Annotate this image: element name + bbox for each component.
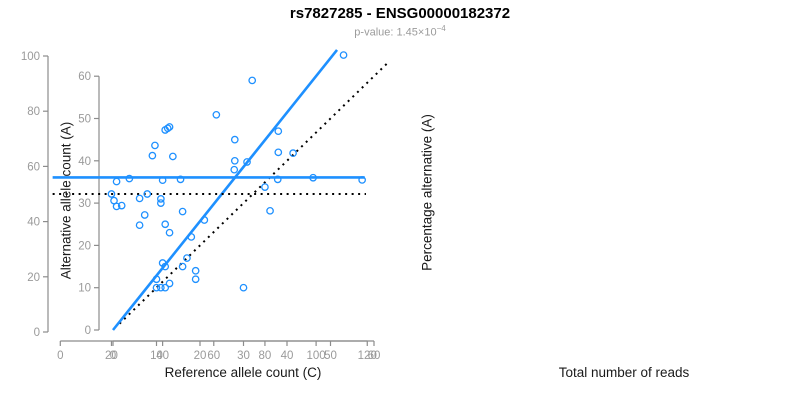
data-point bbox=[151, 141, 159, 150]
y-tick-label: 100 bbox=[21, 51, 40, 63]
data-point bbox=[239, 283, 248, 292]
y-tick-label: 40 bbox=[78, 156, 91, 168]
data-point bbox=[165, 279, 174, 288]
data-point bbox=[187, 233, 196, 241]
y-tick-label: 80 bbox=[27, 106, 40, 118]
data-point bbox=[152, 283, 161, 292]
x-tick-label: 30 bbox=[237, 350, 250, 362]
x-tick-label: 40 bbox=[156, 350, 169, 362]
pvalue-subtitle: p-value: 1.45×10−4 bbox=[0, 24, 800, 39]
data-point bbox=[274, 127, 283, 136]
scatter-allele-counts: 0 10 20 30 40 50 60 0 10 20 30 40 50 60 bbox=[78, 49, 388, 362]
x-tick-label: 0 bbox=[110, 350, 116, 362]
y-tick-label: 20 bbox=[78, 240, 91, 252]
pvalue-value: 1.45×10 bbox=[396, 26, 437, 39]
data-point bbox=[339, 51, 348, 59]
data-point bbox=[243, 158, 251, 166]
data-point bbox=[212, 110, 221, 119]
data-point bbox=[161, 283, 170, 292]
data-point bbox=[178, 207, 187, 216]
y-tick-label: 60 bbox=[78, 71, 91, 83]
x-tick-label: 100 bbox=[307, 350, 326, 362]
y-tick-label: 10 bbox=[78, 283, 91, 295]
data-point bbox=[157, 199, 165, 207]
y-tick-label: 30 bbox=[78, 198, 91, 210]
pvalue-exponent: −4 bbox=[436, 24, 446, 33]
data-point bbox=[230, 165, 239, 174]
data-point bbox=[163, 124, 172, 133]
x-tick-label: 60 bbox=[207, 350, 220, 362]
data-point bbox=[158, 259, 167, 267]
data-point bbox=[289, 149, 297, 158]
data-point bbox=[169, 152, 177, 161]
data-point bbox=[261, 183, 269, 191]
data-point bbox=[135, 194, 144, 203]
data-point bbox=[176, 175, 185, 184]
data-point bbox=[230, 156, 239, 165]
data-point bbox=[117, 201, 126, 210]
data-point bbox=[178, 262, 187, 271]
right-x-axis-title: Total number of reads bbox=[558, 365, 690, 380]
data-point bbox=[125, 174, 134, 183]
x-tick-label: 120 bbox=[358, 350, 377, 362]
x-tick-label: 80 bbox=[259, 350, 272, 362]
x-tick-label: 40 bbox=[281, 350, 294, 362]
left-x-axis-title: Reference allele count (C) bbox=[164, 365, 322, 380]
data-point bbox=[143, 190, 152, 198]
data-point bbox=[157, 195, 165, 203]
x-tick-label: 50 bbox=[324, 350, 337, 362]
y-tick-label: 60 bbox=[27, 161, 40, 173]
x-tick-label: 60 bbox=[368, 350, 381, 362]
y-tick-label: 20 bbox=[27, 272, 40, 284]
y-tick-label: 40 bbox=[27, 217, 40, 229]
pvalue-label: p-value: bbox=[354, 26, 394, 39]
data-point bbox=[107, 190, 116, 198]
left-y-axis-title: Alternative allele count (A) bbox=[58, 121, 74, 280]
x-tick-label: 20 bbox=[194, 350, 207, 362]
data-point bbox=[248, 76, 257, 85]
data-point bbox=[152, 275, 161, 284]
y-tick-label: 0 bbox=[85, 325, 91, 337]
data-point bbox=[158, 176, 167, 185]
data-point bbox=[200, 216, 209, 224]
x-tick-label: 20 bbox=[105, 350, 118, 362]
data-point bbox=[135, 221, 144, 230]
data-point bbox=[140, 211, 149, 219]
y-tick-label: 50 bbox=[78, 114, 91, 126]
y-tick-label: 0 bbox=[34, 327, 40, 339]
data-point bbox=[230, 135, 239, 144]
data-point bbox=[274, 148, 283, 157]
data-point bbox=[191, 275, 200, 284]
data-point bbox=[165, 228, 174, 237]
data-point bbox=[148, 151, 157, 160]
data-point bbox=[273, 175, 282, 184]
fit-line bbox=[111, 49, 339, 331]
x-tick-label: 0 bbox=[57, 350, 63, 362]
data-point bbox=[157, 283, 165, 292]
data-point bbox=[112, 177, 121, 186]
data-point bbox=[161, 220, 170, 229]
data-point bbox=[358, 176, 366, 184]
x-tick-label: 10 bbox=[150, 350, 163, 362]
right-y-axis-title: Percentage alternative (A) bbox=[419, 114, 435, 271]
data-point bbox=[112, 202, 121, 211]
data-point bbox=[183, 254, 191, 262]
data-point bbox=[266, 206, 274, 215]
data-point bbox=[191, 266, 200, 275]
page-title: rs7827285 - ENSG00000182372 bbox=[289, 5, 511, 22]
